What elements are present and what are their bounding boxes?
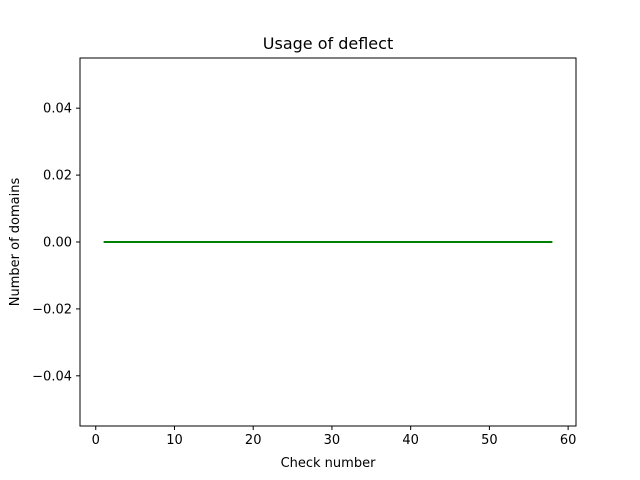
x-axis-label: Check number	[281, 456, 377, 471]
y-tick-label: −0.02	[32, 302, 72, 317]
x-tick-label: 40	[402, 433, 419, 448]
y-tick-label: 0.00	[43, 236, 72, 251]
y-axis-ticks: −0.04 −0.02 0.00 0.02 0.04	[32, 102, 80, 384]
x-tick-label: 10	[166, 433, 183, 448]
chart-title: Usage of deflect	[263, 34, 393, 53]
y-tick-label: −0.04	[32, 369, 72, 384]
y-tick-label: 0.04	[43, 102, 72, 117]
x-tick-label: 60	[560, 433, 577, 448]
axes-frame	[79, 57, 577, 427]
y-tick-label: 0.02	[43, 169, 72, 184]
x-tick-label: 20	[245, 433, 262, 448]
x-tick-label: 0	[92, 433, 100, 448]
x-tick-label: 50	[481, 433, 498, 448]
y-axis-label: Number of domains	[8, 178, 23, 307]
x-tick-label: 30	[324, 433, 341, 448]
x-axis-ticks: 0 10 20 30 40 50 60	[92, 426, 577, 448]
